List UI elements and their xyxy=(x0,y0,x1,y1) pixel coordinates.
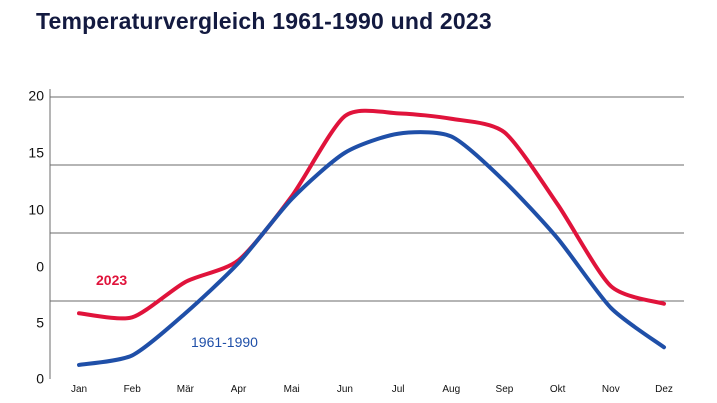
x-tick-label: Jun xyxy=(337,384,353,395)
x-tick-label: Sep xyxy=(496,384,514,395)
series-labels: 2023 1961-1990 xyxy=(96,272,258,350)
x-tick-label: Apr xyxy=(231,384,247,395)
x-tick-label: Okt xyxy=(550,384,566,395)
x-tick-label: Dez xyxy=(655,384,673,395)
y-tick-label: 0 xyxy=(36,371,44,387)
y-axis-ticks: 0 5 0 10 15 20 xyxy=(28,88,44,387)
y-tick-label: 10 xyxy=(28,202,44,218)
series-lines xyxy=(77,108,666,367)
series-label-1961-1990: 1961-1990 xyxy=(191,334,258,350)
y-tick-label: 0 xyxy=(36,259,44,275)
x-tick-label: Jan xyxy=(71,384,87,395)
x-tick-label: Feb xyxy=(124,384,142,395)
y-tick-label: 15 xyxy=(28,145,44,161)
x-tick-label: Mär xyxy=(177,384,195,395)
x-tick-label: Aug xyxy=(442,384,460,395)
y-tick-label: 5 xyxy=(36,315,44,331)
y-tick-label: 20 xyxy=(28,88,44,104)
series-line-2023 xyxy=(77,108,666,321)
series-label-2023: 2023 xyxy=(96,272,127,288)
x-axis-ticks: Jan Feb Mär Apr Mai Jun Jul Aug Sep Okt Nov Dez xyxy=(71,384,673,395)
grid xyxy=(49,89,684,379)
x-tick-label: Jul xyxy=(392,384,405,395)
x-tick-label: Nov xyxy=(602,384,620,395)
x-tick-label: Mai xyxy=(284,384,300,395)
chart-title: Temperaturvergleich 1961-1990 und 2023 xyxy=(36,8,492,34)
series-line-1961-1990 xyxy=(77,130,666,367)
